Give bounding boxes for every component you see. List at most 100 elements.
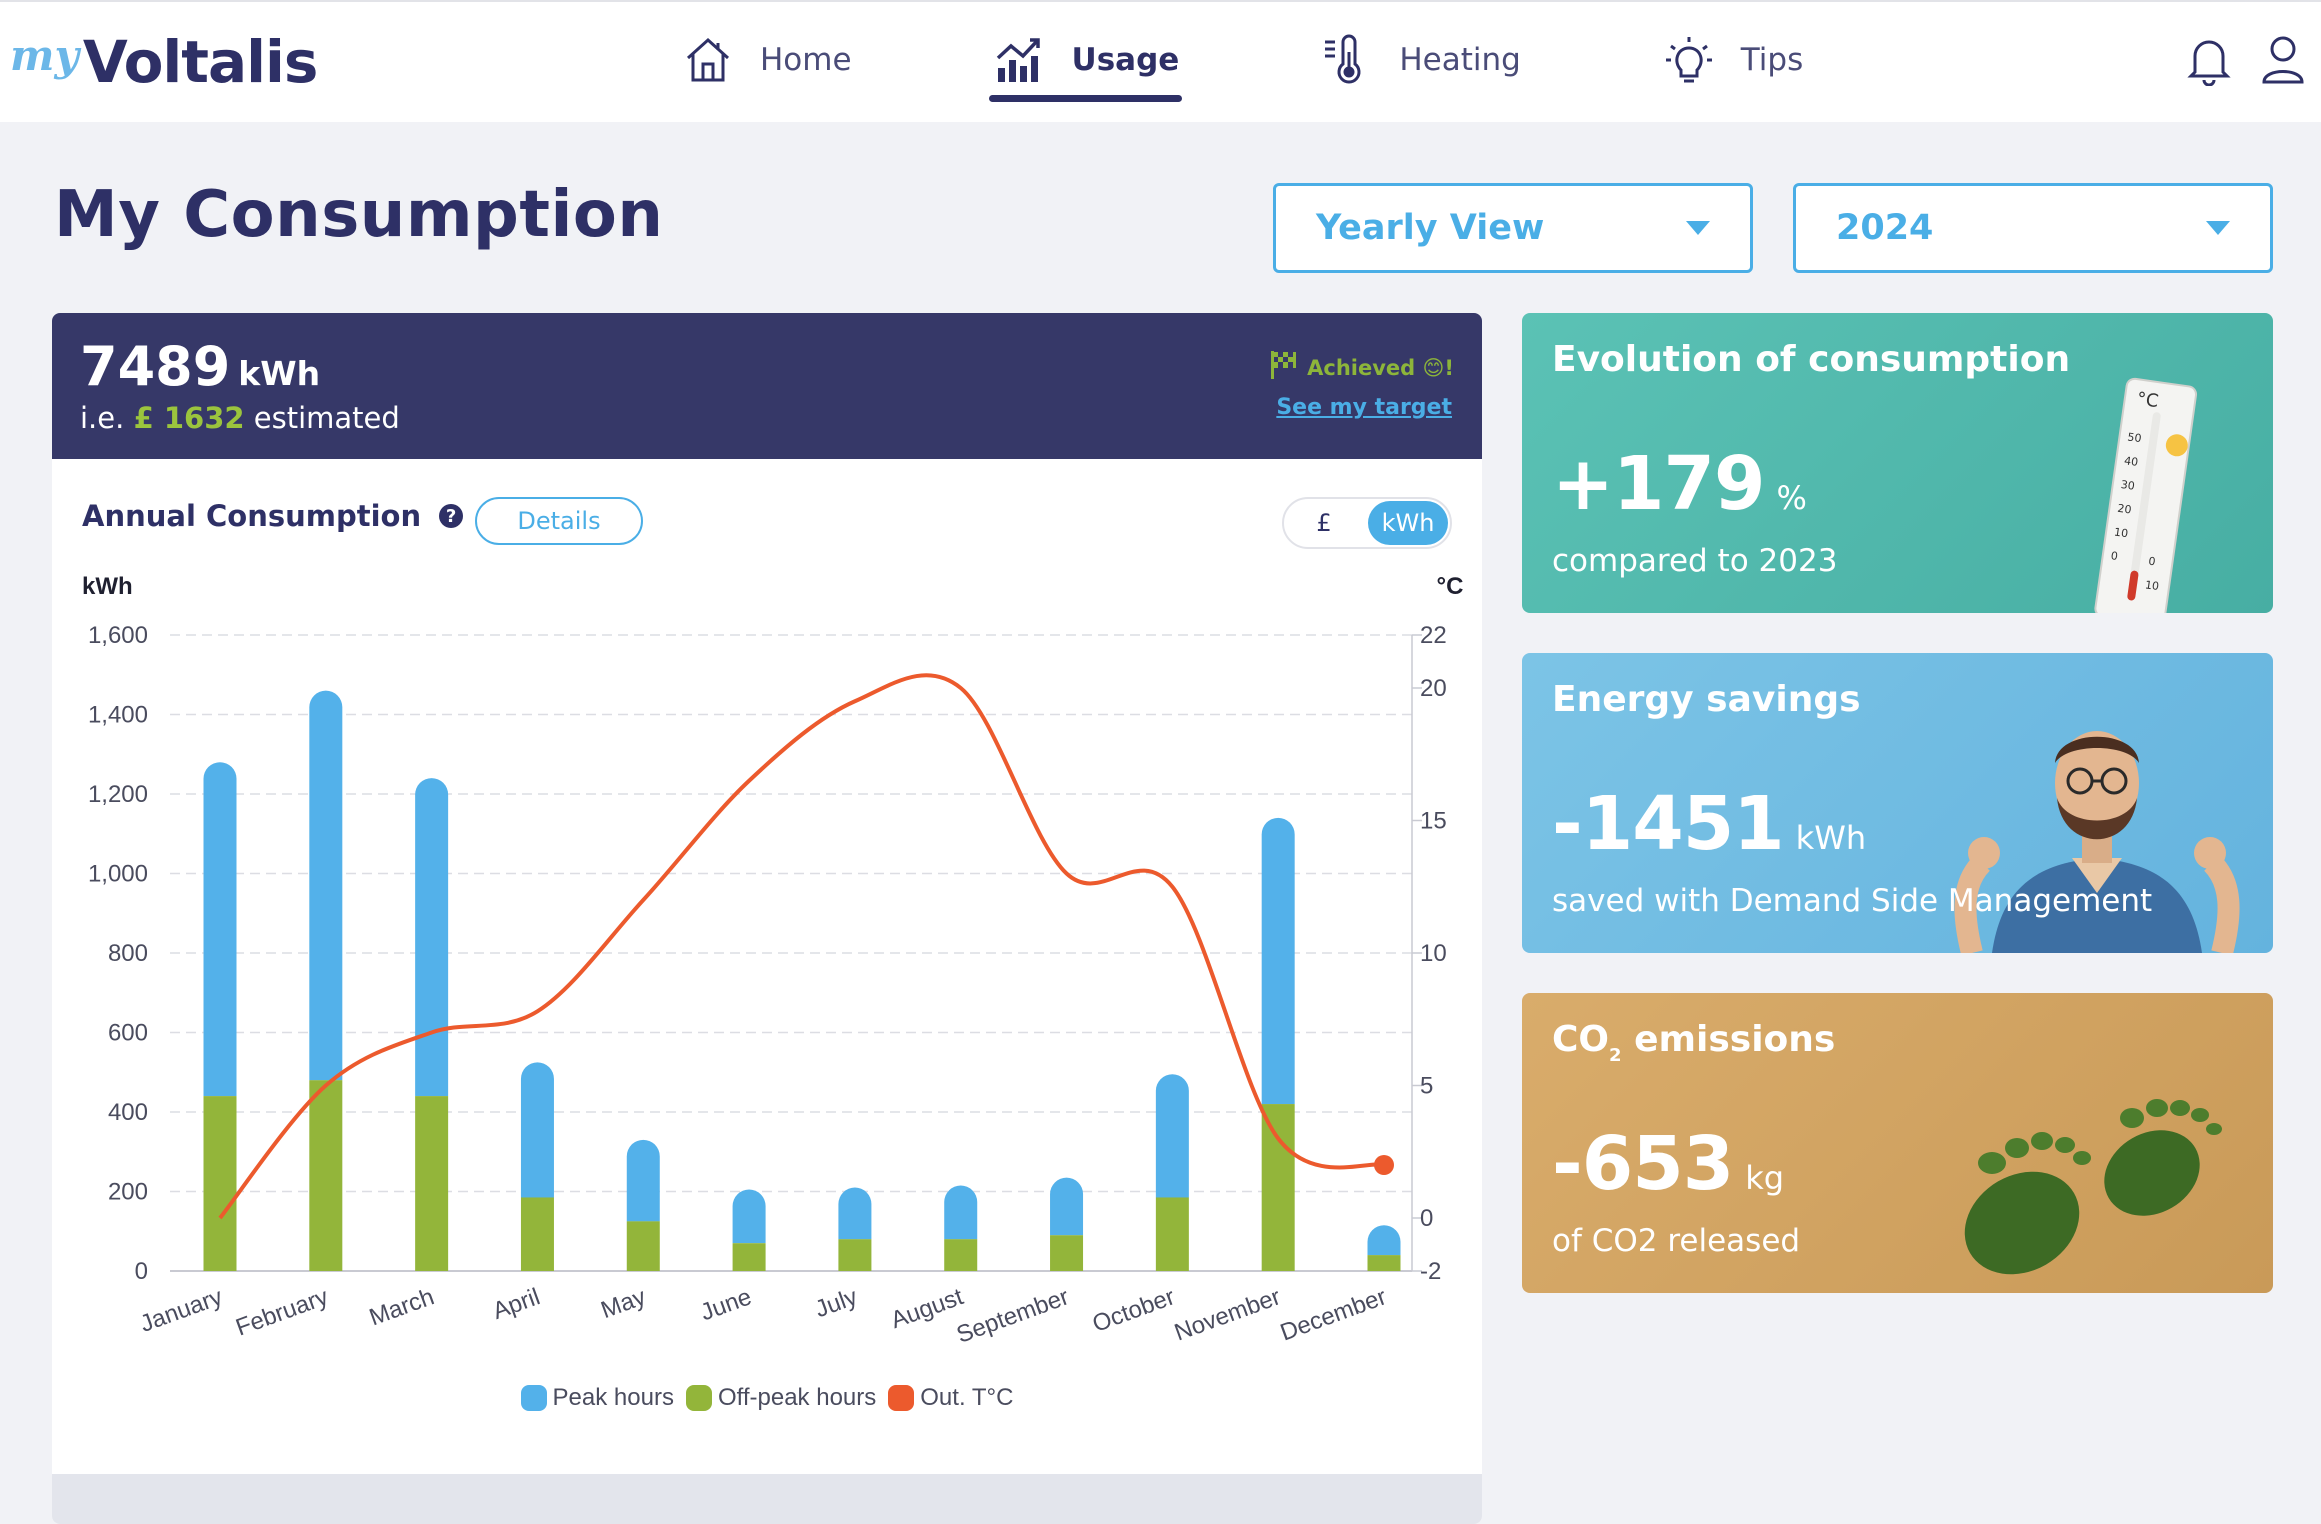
nav-label-home: Home xyxy=(760,42,852,78)
bar-peak-hours xyxy=(1050,1177,1084,1236)
x-tick-label: November xyxy=(1171,1283,1284,1346)
y-tick-label: 1,200 xyxy=(88,781,148,808)
view-select[interactable]: Yearly View xyxy=(1273,183,1753,273)
bar-off-peak-hours xyxy=(1367,1255,1401,1271)
svg-text:10: 10 xyxy=(2144,578,2160,593)
svg-text:10: 10 xyxy=(2113,525,2129,540)
bar-peak-hours xyxy=(309,690,343,1081)
legend-off-peak-hours[interactable]: Off-peak hours xyxy=(685,1384,877,1412)
energy-figure: -1451 kWh xyxy=(1552,781,1866,867)
x-tick-label: January xyxy=(137,1283,226,1338)
bar-peak-hours xyxy=(203,762,237,1097)
x-tick-label: March xyxy=(366,1283,438,1331)
temperature-line xyxy=(218,673,1385,1220)
legend-label-temperature: Out. T°C xyxy=(920,1384,1014,1411)
x-tick-label: December xyxy=(1277,1283,1390,1346)
bar-peak-hours xyxy=(520,1062,554,1198)
cost-estimate: i.e. £ 1632 estimated xyxy=(80,401,400,435)
evolution-card[interactable]: Evolution of consumption +179 % compared… xyxy=(1522,313,2273,613)
chart-icon xyxy=(992,32,1048,88)
y-tick-label: 200 xyxy=(108,1179,148,1206)
x-tick-label: February xyxy=(232,1283,331,1341)
y-axis-title: kWh xyxy=(82,573,133,600)
x-tick-label: July xyxy=(812,1283,861,1323)
energy-unit: kWh xyxy=(1795,819,1867,857)
bar-off-peak-hours xyxy=(1261,1104,1295,1271)
co2-emissions-card[interactable]: CO2 emissions -653 kg of CO2 released xyxy=(1522,993,2273,1293)
bar-peak-hours xyxy=(1155,1074,1189,1198)
bar-peak-hours xyxy=(838,1187,872,1240)
bar-off-peak-hours xyxy=(838,1239,872,1271)
bar-off-peak-hours xyxy=(1155,1197,1189,1271)
logo-prefix: my xyxy=(10,31,79,80)
top-navigation-bar: my Voltalis Home Usage xyxy=(0,0,2321,122)
energy-caption: saved with Demand Side Management xyxy=(1552,883,2153,919)
nav-item-heating[interactable]: Heating xyxy=(1299,2,1540,118)
legend-peak-hours[interactable]: Peak hours xyxy=(520,1384,674,1412)
svg-text:30: 30 xyxy=(2120,478,2136,493)
legend-label-peak: Peak hours xyxy=(552,1384,674,1411)
year-select[interactable]: 2024 xyxy=(1793,183,2273,273)
help-icon[interactable]: ? xyxy=(439,504,464,528)
x-tick-label: June xyxy=(697,1283,755,1326)
bar-peak-hours xyxy=(944,1185,978,1240)
energy-value: -1451 xyxy=(1552,781,1785,867)
header-actions xyxy=(2185,32,2307,88)
co2-title-rest: emissions xyxy=(1621,1019,1836,1060)
legend-swatch-peak xyxy=(520,1385,547,1411)
details-button[interactable]: Details xyxy=(475,497,643,545)
next-section-peek xyxy=(52,1474,1482,1524)
lightbulb-icon xyxy=(1661,32,1717,88)
evolution-unit: % xyxy=(1776,479,1807,517)
svg-text:0: 0 xyxy=(2110,549,2119,563)
y2-tick-label: 10 xyxy=(1420,940,1447,967)
nav-label-usage: Usage xyxy=(1071,42,1180,78)
legend-label-offpeak: Off-peak hours xyxy=(717,1384,877,1411)
bar-peak-hours xyxy=(415,778,449,1097)
total-value: 7489 xyxy=(80,335,231,398)
svg-text:0: 0 xyxy=(2148,555,2157,569)
bar-off-peak-hours xyxy=(732,1243,766,1271)
evolution-caption: compared to 2023 xyxy=(1552,543,1838,579)
x-tick-label: October xyxy=(1089,1283,1178,1338)
bar-off-peak-hours xyxy=(203,1096,237,1271)
y-tick-label: 400 xyxy=(108,1099,148,1126)
meditating-man-illustration xyxy=(1954,731,2240,953)
x-tick-label: May xyxy=(597,1283,649,1324)
bar-off-peak-hours xyxy=(520,1197,554,1271)
y2-tick-label: 0 xyxy=(1420,1205,1433,1232)
total-unit: kWh xyxy=(238,354,321,393)
svg-text:20: 20 xyxy=(2117,502,2133,517)
temperature-point xyxy=(1374,1155,1394,1175)
user-icon[interactable] xyxy=(2259,32,2307,88)
co2-title: CO2 emissions xyxy=(1552,1019,1836,1066)
voltalis-logo[interactable]: my Voltalis xyxy=(10,22,319,102)
y2-tick-label: 5 xyxy=(1420,1073,1433,1100)
logo-name: Voltalis xyxy=(82,28,319,96)
nav-label-heating: Heating xyxy=(1399,42,1521,78)
energy-title: Energy savings xyxy=(1552,679,1861,720)
legend-outside-temperature[interactable]: Out. T°C xyxy=(888,1384,1013,1412)
y-tick-label: 1,600 xyxy=(88,622,148,649)
consumption-card: 7489 kWh i.e. £ 1632 estimated Achieved … xyxy=(52,313,1482,1524)
y-tick-label: 800 xyxy=(108,940,148,967)
legend-swatch-temperature xyxy=(888,1385,915,1411)
home-icon xyxy=(680,32,736,88)
nav-item-home[interactable]: Home xyxy=(660,2,872,118)
energy-savings-card[interactable]: Energy savings -1451 kWh saved with Dema… xyxy=(1522,653,2273,953)
estimate-amount: £ 1632 xyxy=(133,401,245,435)
x-tick-label: September xyxy=(953,1283,1073,1349)
bar-off-peak-hours xyxy=(309,1080,343,1271)
target-status: Achieved 😊! xyxy=(1269,349,1454,386)
unit-option-pound[interactable]: £ xyxy=(1316,509,1332,537)
unit-option-kwh[interactable]: kWh xyxy=(1368,501,1448,545)
nav-item-usage[interactable]: Usage xyxy=(972,2,1200,118)
y2-axis-title: °C xyxy=(1437,573,1464,600)
view-select-value: Yearly View xyxy=(1316,208,1545,248)
nav-item-tips[interactable]: Tips xyxy=(1641,2,1823,118)
see-my-target-link[interactable]: See my target xyxy=(1276,395,1452,420)
bar-peak-hours xyxy=(1261,817,1295,1105)
bar-off-peak-hours xyxy=(626,1221,660,1271)
bell-icon[interactable] xyxy=(2185,32,2233,88)
bar-off-peak-hours xyxy=(944,1239,978,1271)
